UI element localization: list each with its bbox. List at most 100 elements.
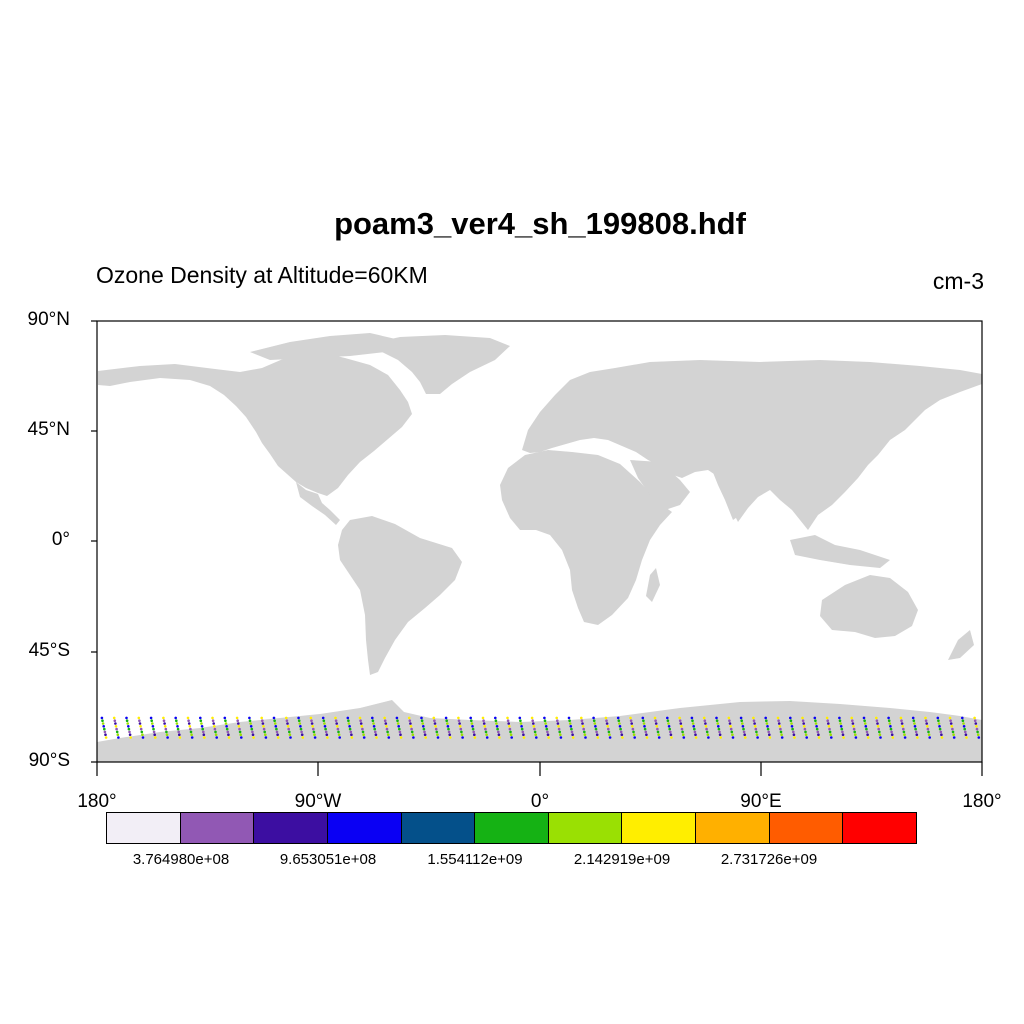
observation-point: [927, 733, 931, 736]
observation-point: [297, 716, 300, 720]
observation-point: [653, 716, 657, 720]
observation-point: [260, 716, 264, 720]
observation-point: [801, 716, 804, 720]
observation-point: [582, 727, 585, 731]
axis-ticks: [91, 320, 983, 776]
observation-point: [531, 719, 534, 722]
observation-point: [362, 733, 365, 736]
observation-point: [386, 733, 390, 736]
observation-points: [100, 716, 981, 739]
observation-point: [814, 719, 817, 722]
observation-point: [702, 716, 706, 720]
observation-point: [632, 733, 636, 736]
colorbar-swatch: [842, 812, 918, 844]
observation-point: [409, 722, 412, 725]
observation-point: [740, 719, 743, 722]
observation-point: [813, 716, 817, 720]
observation-point: [729, 727, 733, 731]
observation-point: [887, 716, 890, 720]
observation-point: [225, 725, 228, 728]
observation-point: [273, 722, 277, 725]
observation-point: [866, 733, 869, 736]
observation-point: [398, 730, 402, 734]
observation-point: [469, 716, 473, 720]
observation-point: [887, 719, 891, 722]
observation-point: [387, 736, 391, 739]
colorbar-swatch: [768, 812, 844, 844]
observation-point: [765, 719, 768, 722]
observation-point: [336, 727, 340, 731]
observation-point: [680, 727, 684, 731]
observation-point: [680, 725, 683, 728]
observation-point: [731, 733, 734, 736]
observation-point: [608, 733, 611, 736]
observation-point: [385, 727, 389, 731]
observation-point: [421, 722, 425, 725]
observation-point: [371, 719, 375, 722]
observation-point: [777, 722, 781, 725]
observation-point: [580, 716, 583, 720]
observation-point: [164, 727, 168, 731]
observation-point: [828, 730, 832, 734]
observation-point: [914, 730, 918, 734]
land-australia: [820, 575, 918, 638]
observation-point: [694, 736, 698, 739]
observation-point: [926, 727, 930, 731]
observation-point: [101, 722, 105, 725]
observation-point: [289, 736, 292, 739]
land-eurasia: [522, 360, 982, 530]
observation-point: [632, 730, 635, 734]
observation-point: [555, 716, 558, 720]
observation-point: [642, 722, 646, 725]
observation-point: [778, 725, 782, 728]
observation-point: [913, 725, 917, 728]
observation-point: [606, 725, 609, 728]
observation-point: [976, 733, 980, 736]
observation-point: [595, 733, 599, 736]
observation-point: [951, 727, 954, 731]
observation-point: [410, 730, 414, 734]
observation-point: [252, 736, 255, 739]
observation-point: [752, 719, 756, 722]
observation-point: [102, 725, 105, 728]
observation-point: [299, 725, 302, 728]
observation-point: [569, 725, 573, 728]
observation-point: [617, 719, 621, 722]
observation-point: [434, 725, 437, 728]
observation-point: [753, 722, 756, 725]
observation-point: [791, 727, 794, 731]
observation-point: [656, 727, 659, 731]
observation-point: [310, 719, 313, 722]
observation-point: [839, 725, 843, 728]
observation-point: [621, 736, 624, 739]
observation-point: [851, 722, 855, 725]
land-madagascar: [646, 568, 660, 602]
observation-point: [250, 727, 254, 731]
observation-point: [629, 716, 632, 720]
observation-point: [682, 736, 686, 739]
observation-point: [570, 730, 574, 734]
observation-point: [546, 730, 549, 734]
observation-point: [433, 722, 437, 725]
observation-point: [876, 725, 880, 728]
observation-point: [471, 725, 474, 728]
observation-point: [965, 736, 968, 739]
observation-point: [301, 736, 305, 739]
observation-point: [238, 730, 242, 734]
observation-point: [556, 722, 560, 725]
observation-point: [691, 722, 695, 725]
observation-point: [408, 719, 412, 722]
observation-point: [644, 730, 648, 734]
observation-point: [371, 716, 374, 720]
observation-point: [407, 716, 411, 720]
observation-point: [225, 727, 229, 731]
observation-point: [817, 733, 820, 736]
observation-point: [190, 733, 193, 736]
lon-label-180w: 180°: [77, 791, 117, 812]
observation-point: [334, 719, 338, 722]
observation-point: [507, 722, 511, 725]
observation-point: [201, 727, 204, 731]
observation-point: [165, 730, 168, 734]
observation-point: [112, 716, 116, 720]
